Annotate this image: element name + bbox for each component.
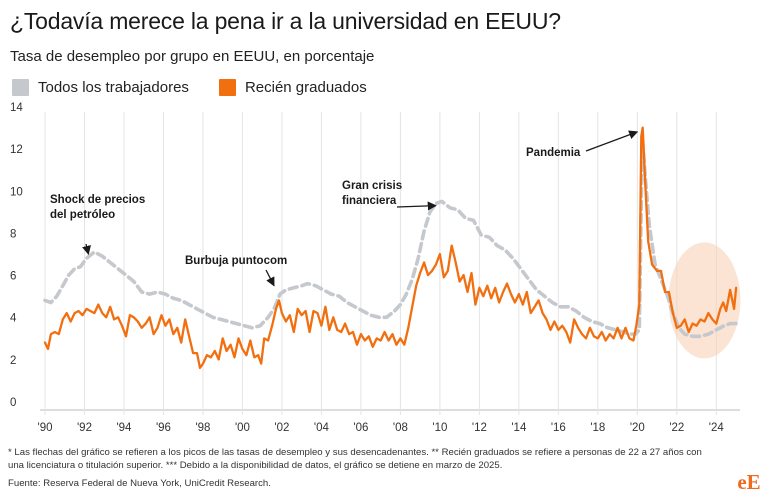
x-tick-label: '20 [630, 422, 645, 434]
annotation-oil-shock-arrow [82, 243, 91, 255]
annotation-oil-shock-text: Shock de precios [50, 194, 145, 206]
x-tick-label: '08 [393, 422, 408, 434]
x-tick-label: '90 [38, 422, 53, 434]
annotation-dotcom: Burbuja puntocom [185, 255, 287, 287]
y-tick-label: 2 [10, 355, 16, 367]
x-axis-labels: '90 '92 '94 '96 '98 '00 '02 '04 '06 '08 '10 '12 '14 '… [38, 422, 725, 434]
annotation-pandemic-text: Pandemia [526, 147, 581, 159]
annotation-financial-crisis-text: financiera [342, 195, 397, 207]
series-line-recent-graduates [43, 126, 738, 370]
footnote: * Las flechas del gráfico se refieren a … [8, 447, 702, 471]
y-tick-label: 0 [10, 397, 16, 409]
x-tick-label: '18 [590, 422, 605, 434]
x-tick-label: '02 [274, 422, 289, 434]
x-tick-label: '00 [235, 422, 250, 434]
highlight-area [668, 242, 741, 359]
annotation-pandemic: Pandemia [526, 130, 639, 159]
x-tick-label: '06 [353, 422, 368, 434]
series-line-all-workers [43, 134, 738, 339]
y-tick-label: 8 [10, 228, 16, 240]
legend: Todos los trabajadores Recién graduados [12, 78, 397, 96]
legend-item-all-workers: Todos los trabajadores [12, 78, 189, 96]
brand-logo: eE [737, 470, 761, 494]
y-tick-label: 4 [10, 313, 17, 325]
annotation-oil-shock: Shock de precios del petróleo [50, 194, 145, 255]
annotation-oil-shock-text: del petróleo [50, 209, 115, 221]
x-tick-label: '94 [116, 422, 132, 434]
y-tick-label: 10 [10, 186, 23, 198]
series-lines [43, 126, 738, 370]
annotation-dotcom-arrow [265, 269, 275, 287]
y-tick-label: 12 [10, 144, 23, 156]
y-axis-labels: 0 2 4 6 8 10 12 14 [10, 102, 23, 409]
x-tick-label: '96 [156, 422, 171, 434]
annotation-financial-crisis: Gran crisis financiera [342, 180, 437, 211]
legend-label-all-workers: Todos los trabajadores [38, 78, 189, 96]
x-tick-label: '10 [432, 422, 447, 434]
legend-item-recent-graduates: Recién graduados [218, 78, 367, 96]
x-tick-label: '92 [77, 422, 92, 434]
x-tick-label: '22 [669, 422, 684, 434]
annotation-pandemic-arrow [585, 130, 639, 152]
chart-subtitle: Tasa de desempleo por grupo en EEUU, en … [10, 48, 375, 65]
legend-label-recent-graduates: Recién graduados [244, 78, 367, 96]
y-tick-label: 6 [10, 271, 16, 283]
chart-title: ¿Todavía merece la pena ir a la universi… [10, 8, 561, 34]
annotations: Shock de precios del petróleo Burbuja punt… [50, 130, 639, 287]
x-tick-label: '98 [195, 422, 210, 434]
source-note: Fuente: Reserva Federal de Nueva York, U… [8, 478, 271, 489]
grid [40, 112, 740, 415]
highlight-ellipse [668, 242, 741, 359]
y-tick-label: 14 [10, 102, 23, 114]
annotation-financial-crisis-text: Gran crisis [342, 180, 402, 192]
x-tick-label: '24 [709, 422, 725, 434]
x-tick-label: '12 [472, 422, 487, 434]
x-tick-label: '16 [551, 422, 566, 434]
x-tick-label: '14 [511, 422, 527, 434]
legend-swatch-all-workers [12, 78, 29, 96]
x-tick-label: '04 [314, 422, 330, 434]
annotation-financial-crisis-arrow [396, 201, 437, 211]
legend-swatch-recent-graduates [218, 78, 236, 96]
annotation-dotcom-text: Burbuja puntocom [185, 255, 287, 267]
